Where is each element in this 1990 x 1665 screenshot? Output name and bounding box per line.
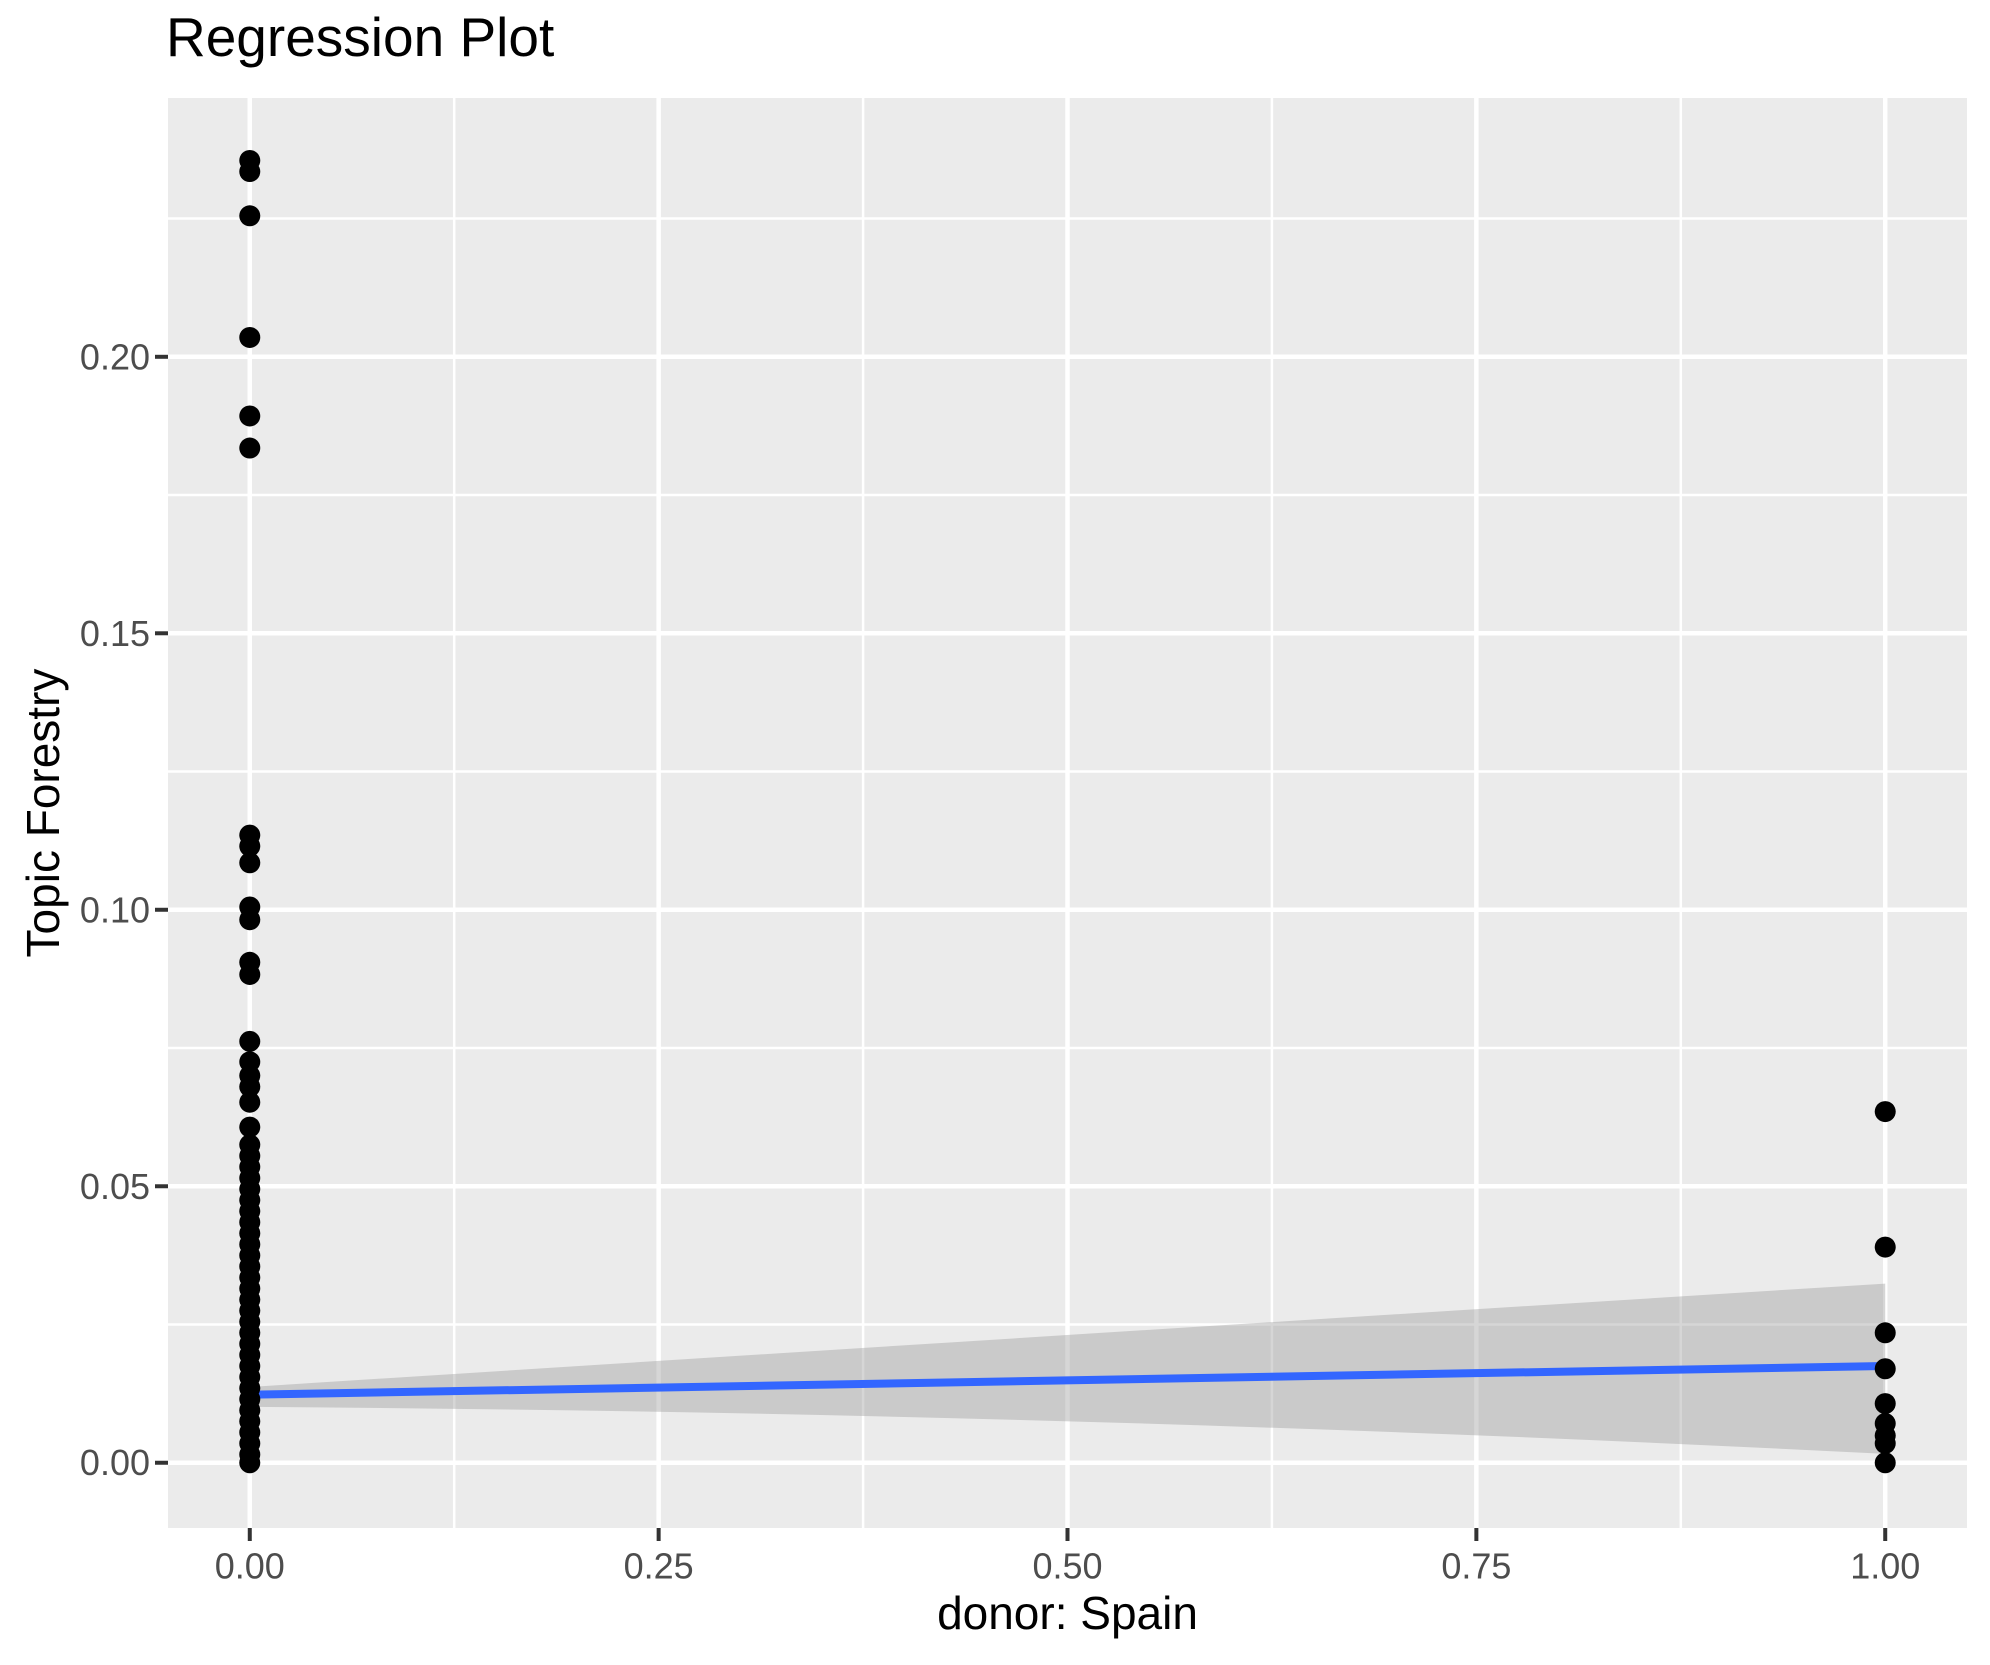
y-tick-label: 0.15 bbox=[80, 613, 150, 654]
plot-title: Regression Plot bbox=[166, 6, 555, 68]
y-tick-label: 0.20 bbox=[80, 336, 150, 377]
data-point bbox=[239, 205, 261, 227]
x-tick-label: 0.25 bbox=[624, 1546, 694, 1587]
data-point bbox=[1874, 1322, 1896, 1344]
x-tick-label: 0.00 bbox=[215, 1546, 285, 1587]
y-axis-title: Topic Forestry bbox=[17, 668, 69, 958]
data-point bbox=[239, 1452, 261, 1474]
confidence-band bbox=[249, 1283, 1886, 1454]
y-tick-label: 0.00 bbox=[80, 1442, 150, 1483]
data-point bbox=[239, 852, 261, 874]
y-tick-label: 0.05 bbox=[80, 1166, 150, 1207]
data-point bbox=[239, 909, 261, 931]
data-point bbox=[239, 1030, 261, 1052]
data-point bbox=[1874, 1393, 1896, 1415]
data-point bbox=[239, 835, 261, 857]
data-point bbox=[239, 1091, 261, 1113]
data-point bbox=[239, 437, 261, 459]
data-point bbox=[1874, 1432, 1896, 1454]
x-axis-title: donor: Spain bbox=[937, 1587, 1198, 1639]
data-point bbox=[239, 1116, 261, 1138]
data-point bbox=[1874, 1452, 1896, 1474]
x-tick-label: 1.00 bbox=[1850, 1546, 1920, 1587]
y-tick-label: 0.10 bbox=[80, 889, 150, 930]
regression-line bbox=[249, 1361, 1886, 1399]
data-point bbox=[239, 405, 261, 427]
data-point bbox=[1874, 1236, 1896, 1258]
x-tick-label: 0.50 bbox=[1032, 1546, 1102, 1587]
data-point bbox=[239, 1076, 261, 1098]
data-point bbox=[239, 326, 261, 348]
data-point bbox=[239, 161, 261, 183]
data-point bbox=[1874, 1358, 1896, 1380]
data-point bbox=[239, 963, 261, 985]
data-point bbox=[1874, 1101, 1896, 1123]
x-tick-label: 0.75 bbox=[1441, 1546, 1511, 1587]
